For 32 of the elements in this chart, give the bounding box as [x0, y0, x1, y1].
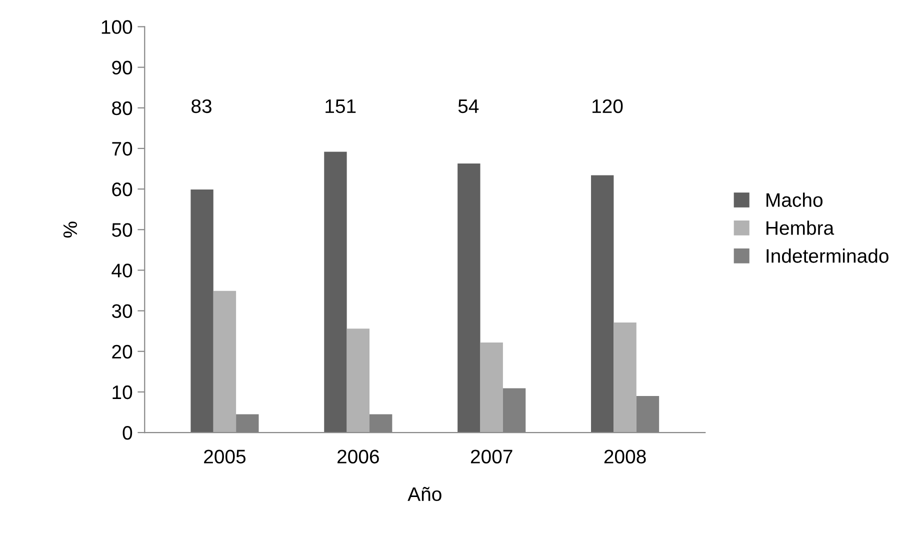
- y-tick-label: 0: [122, 426, 132, 440]
- bar: [591, 175, 614, 433]
- legend-label: Macho: [766, 192, 822, 207]
- x-tick-label: 2005: [204, 450, 246, 464]
- bar: [458, 163, 480, 433]
- bar: [324, 152, 347, 433]
- legend-label: Indeterminado: [766, 248, 888, 263]
- annotation: 83: [192, 99, 212, 114]
- bar: [480, 342, 503, 433]
- x-tick-label: 2007: [470, 450, 512, 464]
- legend-label: Hembra: [766, 220, 834, 235]
- y-tick-label: 90: [112, 60, 132, 75]
- y-tick-label: 50: [112, 223, 132, 237]
- annotation: 120: [592, 99, 623, 114]
- y-tick-label: 100: [102, 20, 132, 34]
- y-tick-label: 80: [112, 101, 132, 116]
- x-tick-label: 2006: [338, 450, 379, 464]
- bar: [190, 189, 214, 433]
- x-tick-label: 2008: [604, 450, 646, 464]
- bar: [346, 328, 370, 433]
- annotation: 151: [326, 100, 356, 114]
- annotation: 54: [458, 100, 479, 114]
- y-tick-label: 30: [112, 304, 132, 318]
- y-tick-label: 10: [112, 385, 132, 400]
- bar: [213, 290, 236, 433]
- y-tick-label: 70: [112, 142, 132, 156]
- y-tick-label: 60: [112, 182, 132, 196]
- y-axis-title: %: [63, 222, 78, 238]
- bar: [614, 322, 636, 433]
- x-axis-title: Año: [408, 486, 442, 502]
- y-tick-label: 40: [112, 264, 132, 278]
- y-tick-label: 20: [112, 344, 132, 359]
